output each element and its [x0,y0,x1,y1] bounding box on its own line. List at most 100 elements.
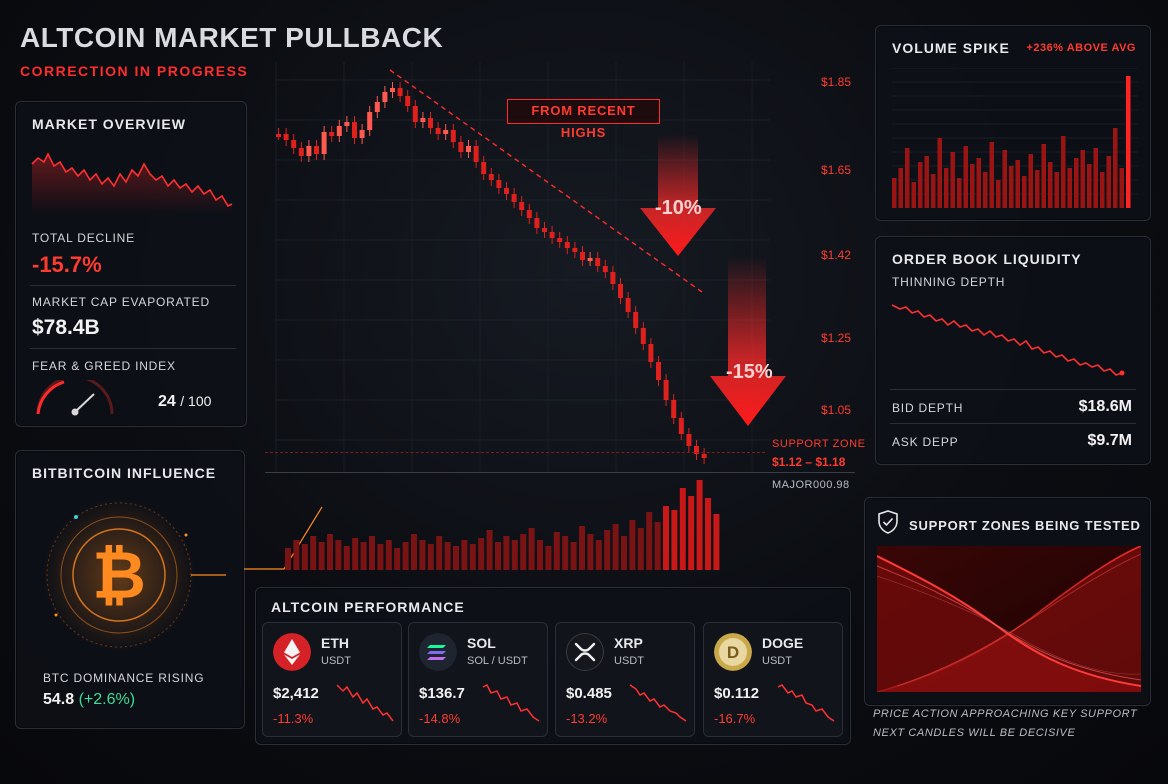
volume-spike-bar [983,172,988,208]
fear-greed-score: 24 [158,393,176,410]
coin-card-xrp[interactable]: XRP USDT $0.485 -13.2% [555,622,695,737]
volume-spike-bar [1015,160,1020,208]
arrow-down-icon [710,256,786,426]
btc-dominance-value: 54.8 [43,691,75,708]
solana-icon [419,633,457,671]
coin-card-doge[interactable]: D DOGE USDT $0.112 -16.7% [703,622,843,737]
volume-bar [301,544,308,570]
volume-bar [595,540,602,570]
volume-bar [394,548,401,570]
volume-bar [646,512,653,570]
coin-pair: USDT [614,655,644,667]
volume-spike-bar [1041,144,1046,208]
volume-spike-bar [1002,150,1007,208]
volume-spike-bar [1100,172,1105,208]
volume-spike-bar [1074,158,1079,208]
volume-bar [562,536,569,570]
candle [580,246,585,266]
volume-spike-bar [1093,148,1098,208]
support-note-2: NEXT CANDLES WILL BE DECISIVE [873,727,1076,739]
candle [678,412,684,440]
xrp-icon [566,633,604,671]
candle [397,82,403,102]
coin-change: -14.8% [419,711,461,726]
coin-sparkline [336,684,394,722]
volume-spike-bar [1106,156,1111,208]
coin-symbol: ETH [321,635,349,651]
candle [466,140,471,158]
volume-spike-bar [976,158,981,208]
fear-greed-value: 24 / 100 [158,393,211,411]
overview-divider [30,285,236,286]
altcoin-performance-title: ALTCOIN PERFORMANCE [271,599,465,615]
candle [306,140,312,162]
volume-spike-bar [944,168,949,208]
candle [359,124,365,144]
candle [671,394,677,424]
from-recent-highs-callout: FROM RECENT HIGHS [507,99,660,140]
volume-bar [327,534,333,570]
candle [587,252,593,266]
coin-symbol: DOGE [762,635,804,651]
volume-spike-bar [892,178,897,208]
market-overview-title: MARKET OVERVIEW [32,116,186,132]
price-axis-label: $1.85 [821,75,852,89]
volume-bar [612,524,619,570]
candle [276,128,281,140]
volume-spike-bar [931,174,936,208]
total-decline-value: -15.7% [32,252,102,277]
volume-spike-bar [970,164,975,208]
bid-depth-label: BID DEPTH [892,401,964,415]
price-axis-label: $1.25 [821,331,852,345]
volume-bar [671,510,678,570]
volume-spike-bar [1035,170,1040,208]
volume-bar [310,536,317,570]
order-book-subtitle: THINNING DEPTH [892,275,1006,289]
candle [344,116,350,132]
volume-spike-bar [911,182,916,208]
support-zone-line [265,452,765,453]
volume-bar [385,540,392,570]
order-book-panel: ORDER BOOK LIQUIDITY THINNING DEPTH BID … [875,236,1151,465]
candle [352,116,357,144]
volume-spike-badge: +236% ABOVE AVG [1026,42,1136,54]
candle [640,322,646,350]
coin-price: $0.485 [566,685,612,702]
coin-card-eth[interactable]: ETH USDT $2,412 -11.3% [262,622,402,737]
volume-bar [621,536,627,570]
bitcoin-logo-icon: ₿ [43,499,226,651]
candle [496,174,502,194]
coin-price: $0.112 [714,685,760,702]
volume-spike-bar [957,178,962,208]
coin-pair: USDT [321,655,351,667]
candle [701,448,707,464]
volume-bar [335,540,342,570]
price-axis-label: $1.42 [821,248,852,262]
candle [450,124,456,148]
candle [367,106,373,136]
volume-bar [663,506,669,570]
volume-bar [453,546,459,570]
coin-symbol: XRP [614,635,643,651]
candle [314,140,319,160]
candle [557,232,563,248]
coin-card-sol[interactable]: SOL SOL / USDT $136.7 -14.8% [408,622,548,737]
volume-spike-bar [1067,168,1072,208]
btc-dominance-label: BTC DOMINANCE RISING [43,671,205,685]
volume-bar [696,480,703,570]
volume-spike-bar [1113,128,1118,208]
page-subtitle: CORRECTION IN PROGRESS [20,63,249,79]
candle [656,356,661,386]
volume-spike-bar [937,138,942,208]
support-note-1: PRICE ACTION APPROACHING KEY SUPPORT [873,708,1138,720]
candle [542,222,547,238]
candle [298,142,304,162]
candle [633,306,639,334]
btc-influence-panel: BITBITCOIN INFLUENCE ₿ BTC DOMINANCE RIS… [15,450,245,729]
candle [663,374,669,406]
btc-influence-title: BITBITCOIN INFLUENCE [32,465,217,481]
order-book-title: ORDER BOOK LIQUIDITY [892,251,1082,267]
volume-bar [570,542,577,570]
candle [625,292,631,318]
volume-spike-bar [1054,172,1059,208]
